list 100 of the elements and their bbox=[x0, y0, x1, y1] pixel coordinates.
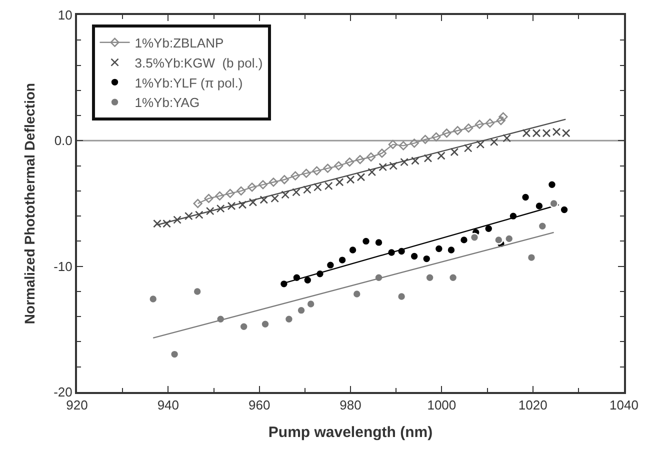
x-tick-label: 980 bbox=[340, 398, 362, 413]
point bbox=[292, 188, 300, 196]
x-tick-label: 940 bbox=[157, 398, 180, 413]
point bbox=[184, 212, 193, 220]
point bbox=[502, 134, 511, 142]
point bbox=[303, 186, 312, 194]
x-tick-label: 960 bbox=[248, 398, 270, 413]
y-tick-label: -10 bbox=[54, 258, 72, 274]
point bbox=[378, 162, 388, 172]
point bbox=[206, 206, 214, 216]
point bbox=[215, 191, 224, 201]
point bbox=[396, 292, 406, 302]
point bbox=[464, 124, 474, 133]
point bbox=[498, 112, 508, 122]
point bbox=[247, 182, 257, 192]
point bbox=[424, 154, 432, 162]
point bbox=[338, 255, 347, 265]
point bbox=[464, 144, 472, 152]
legend-label: 1%Yb:YAG bbox=[134, 95, 200, 110]
point bbox=[366, 152, 376, 162]
point bbox=[388, 140, 398, 149]
legend-label: 1%Yb:ZBLANP bbox=[134, 35, 224, 50]
point bbox=[398, 141, 408, 150]
legend-label: 3.5%Yb:KGW (b pol.) bbox=[134, 55, 263, 70]
point bbox=[434, 244, 444, 254]
point bbox=[560, 205, 569, 214]
point bbox=[448, 272, 458, 282]
y-tick-label: 10 bbox=[58, 8, 72, 23]
point bbox=[484, 224, 494, 234]
point bbox=[400, 158, 408, 166]
point bbox=[302, 168, 311, 178]
point bbox=[345, 157, 354, 167]
x-axis-title: Pump wavelength (nm) bbox=[268, 424, 433, 442]
point bbox=[352, 289, 362, 299]
point bbox=[485, 118, 495, 128]
point bbox=[549, 198, 558, 208]
point bbox=[453, 126, 462, 136]
point bbox=[547, 180, 557, 190]
point bbox=[326, 260, 336, 270]
point bbox=[374, 238, 384, 248]
point bbox=[450, 148, 459, 156]
point bbox=[437, 152, 446, 160]
point bbox=[470, 232, 480, 242]
point bbox=[476, 140, 485, 149]
point bbox=[173, 216, 182, 224]
point bbox=[520, 192, 530, 202]
y-axis-title: Normalized Photothermal Deflection bbox=[22, 82, 38, 324]
point bbox=[446, 245, 456, 255]
point bbox=[526, 252, 536, 262]
point bbox=[346, 175, 355, 184]
point bbox=[348, 245, 358, 255]
point bbox=[411, 156, 420, 165]
point bbox=[260, 196, 268, 204]
point bbox=[425, 272, 434, 282]
point bbox=[193, 198, 202, 208]
point bbox=[204, 194, 214, 204]
point bbox=[389, 162, 398, 170]
point bbox=[496, 116, 506, 126]
point bbox=[361, 236, 371, 246]
x-tick-label: 920 bbox=[66, 398, 88, 413]
y-tick-label: 0.0 bbox=[54, 133, 72, 148]
point bbox=[368, 168, 376, 176]
y-tick-label: -20 bbox=[54, 384, 72, 400]
point bbox=[459, 235, 469, 245]
point bbox=[280, 175, 289, 184]
point bbox=[268, 178, 278, 187]
point bbox=[314, 183, 322, 192]
point bbox=[148, 294, 158, 304]
point bbox=[490, 138, 498, 146]
point bbox=[534, 201, 544, 211]
point bbox=[260, 319, 270, 329]
point bbox=[538, 221, 548, 231]
point bbox=[312, 166, 322, 176]
point bbox=[420, 134, 430, 144]
legend-label: 1%Yb:YLF (π pol.) bbox=[134, 75, 243, 90]
point bbox=[248, 198, 258, 206]
point bbox=[227, 202, 236, 210]
point bbox=[216, 204, 225, 213]
point bbox=[356, 154, 365, 164]
point bbox=[334, 161, 344, 170]
point bbox=[494, 235, 504, 245]
point bbox=[238, 200, 247, 209]
point bbox=[324, 182, 333, 190]
point bbox=[258, 180, 268, 190]
point bbox=[170, 350, 180, 359]
point bbox=[284, 314, 294, 324]
point bbox=[306, 299, 316, 309]
point bbox=[474, 120, 484, 129]
point bbox=[377, 148, 386, 158]
point bbox=[290, 171, 300, 180]
point bbox=[422, 254, 432, 264]
point bbox=[410, 138, 419, 148]
point bbox=[442, 128, 452, 138]
point bbox=[281, 190, 290, 199]
point bbox=[236, 186, 246, 196]
point bbox=[226, 188, 235, 198]
x-tick-label: 1040 bbox=[610, 398, 638, 413]
x-tick-label: 1020 bbox=[518, 398, 548, 413]
x-tick-label: 1000 bbox=[427, 398, 456, 413]
point bbox=[504, 234, 514, 244]
